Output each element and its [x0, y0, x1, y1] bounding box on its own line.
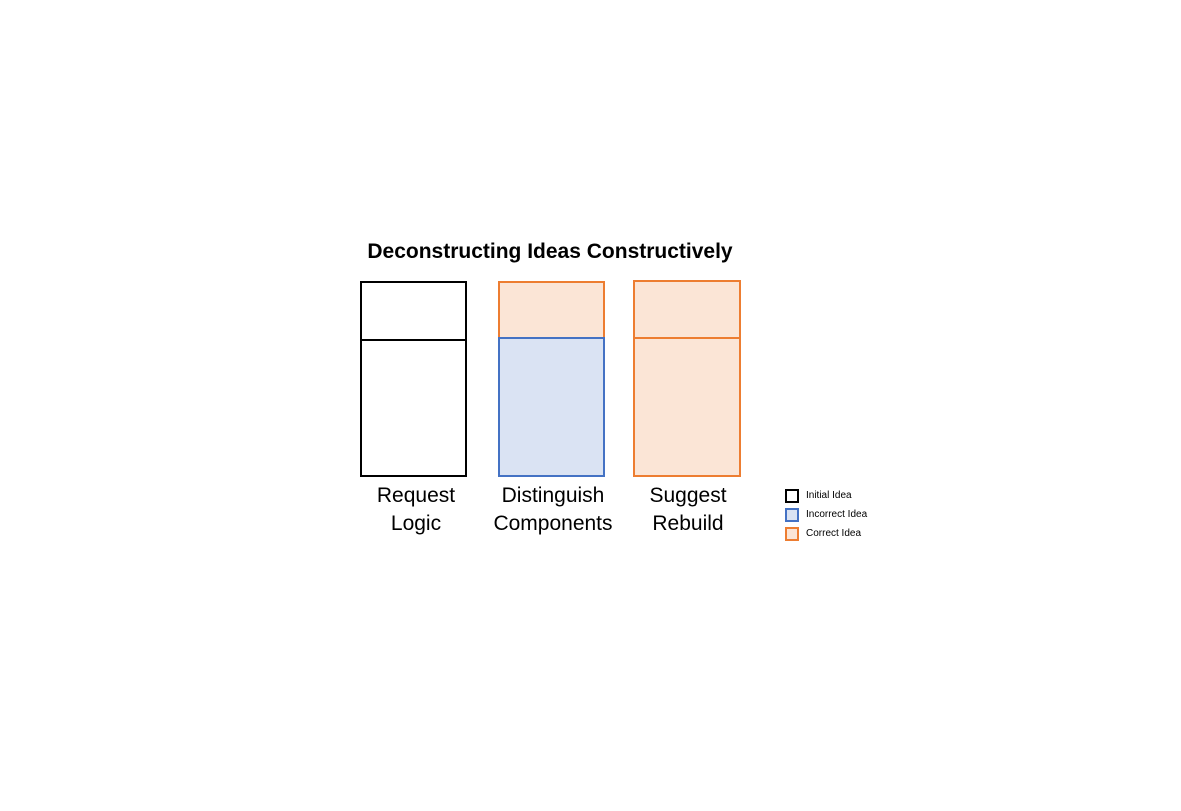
request-logic-bottom-block — [360, 339, 467, 477]
label-distinguish-components: Distinguish Components — [493, 484, 613, 535]
label-suggest-rebuild: Suggest Rebuild — [649, 484, 727, 535]
diagram-title: Deconstructing Ideas Constructively — [367, 240, 733, 263]
legend-swatch-incorrect — [785, 508, 799, 522]
legend-swatch-initial — [785, 489, 799, 503]
label-request-logic: Request Logic — [376, 484, 456, 535]
distinguish-correct-block — [498, 281, 605, 340]
legend-swatch-correct — [785, 527, 799, 541]
rebuild-bottom-block — [633, 337, 741, 477]
distinguish-incorrect-block — [498, 337, 605, 477]
rebuild-top-block — [633, 280, 741, 340]
request-logic-top-block — [360, 281, 467, 342]
